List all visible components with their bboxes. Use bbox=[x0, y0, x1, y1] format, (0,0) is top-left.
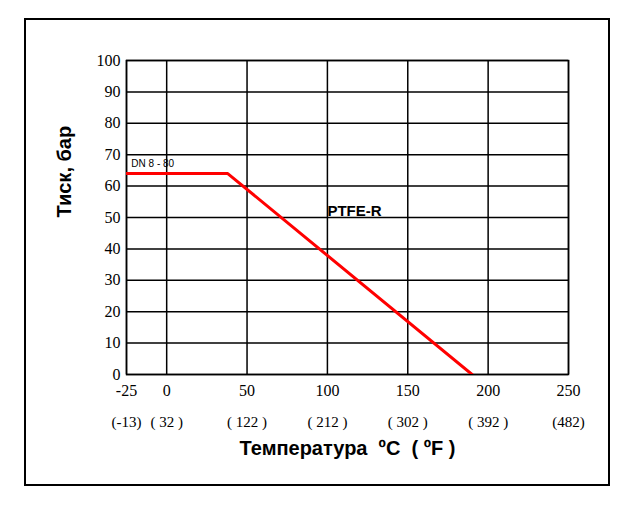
svg-text:Температура ºC ( ºF ): Температура ºC ( ºF ) bbox=[240, 437, 456, 459]
svg-text:Тиск, бар: Тиск, бар bbox=[53, 126, 75, 218]
svg-text:10: 10 bbox=[105, 334, 121, 351]
svg-text:( 212 ): ( 212 ) bbox=[307, 414, 347, 431]
svg-text:100: 100 bbox=[315, 382, 339, 399]
svg-text:( 302 ): ( 302 ) bbox=[388, 414, 428, 431]
svg-text:( 32 ): ( 32 ) bbox=[150, 414, 183, 431]
svg-text:50: 50 bbox=[105, 209, 121, 226]
svg-text:60: 60 bbox=[105, 177, 121, 194]
svg-text:80: 80 bbox=[105, 114, 121, 131]
svg-text:( 392 ): ( 392 ) bbox=[468, 414, 508, 431]
svg-text:DN 8 - 80: DN 8 - 80 bbox=[131, 158, 174, 169]
svg-text:(-13): (-13) bbox=[112, 414, 142, 431]
svg-text:50: 50 bbox=[239, 382, 255, 399]
svg-text:40: 40 bbox=[105, 240, 121, 257]
svg-text:(482): (482) bbox=[552, 414, 585, 431]
svg-text:0: 0 bbox=[113, 366, 121, 383]
svg-text:( 122 ): ( 122 ) bbox=[227, 414, 267, 431]
svg-text:150: 150 bbox=[396, 382, 420, 399]
svg-text:0: 0 bbox=[163, 382, 171, 399]
svg-text:250: 250 bbox=[557, 382, 581, 399]
svg-text:-25: -25 bbox=[116, 382, 137, 399]
svg-text:100: 100 bbox=[97, 52, 121, 69]
svg-text:30: 30 bbox=[105, 271, 121, 288]
svg-text:70: 70 bbox=[105, 146, 121, 163]
svg-text:20: 20 bbox=[105, 303, 121, 320]
svg-text:90: 90 bbox=[105, 83, 121, 100]
svg-text:PTFE-R: PTFE-R bbox=[327, 202, 381, 219]
svg-text:200: 200 bbox=[476, 382, 500, 399]
